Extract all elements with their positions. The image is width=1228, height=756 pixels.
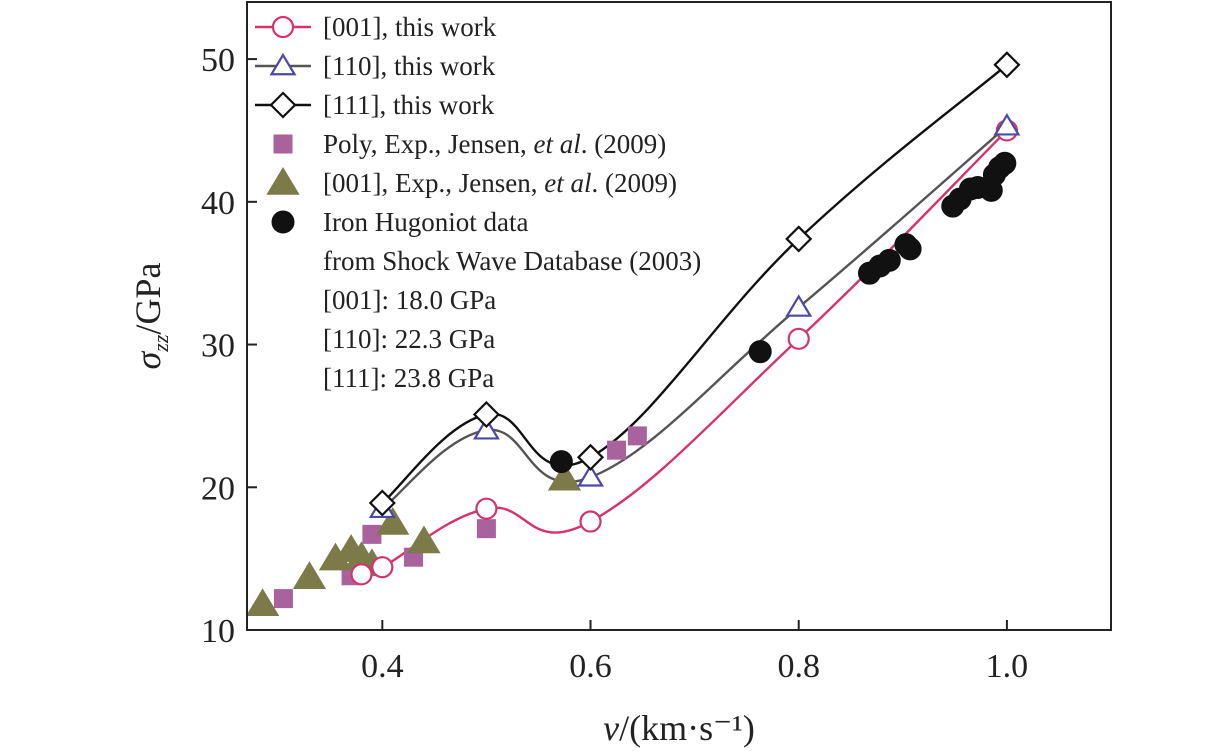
legend-marker-2 [269,91,297,119]
series-3-point-0 [273,589,293,609]
y-axis-title: σzz/GPa [128,263,173,370]
series-line-2 [381,63,1008,504]
series-4-point-1 [292,561,327,589]
data-markers [245,51,1021,617]
series-2-point-3 [785,225,813,253]
legend-label-5: from Shock Wave Database (2003) [323,246,701,276]
legend-label-5: Iron Hugoniot data [323,207,528,237]
series-5-point-6 [898,237,922,261]
annotation-2: [111]: 23.8 GPa [323,363,494,393]
series-3-point-4 [476,519,496,539]
series-1-point-3 [785,294,813,317]
x-axis-title: v/(km·s⁻¹) [603,708,755,748]
series-4-point-6 [376,506,410,535]
series-0-point-2 [475,497,498,520]
y-tick-label: 10 [201,613,235,650]
series-2-point-2 [576,443,605,471]
series-0-point-0 [350,563,373,586]
legend-label-4: [001], Exp., Jensen, et al. (2009) [323,168,677,198]
series-3-point-5 [607,440,627,460]
series-4-point-7 [407,525,441,554]
legend-marker-3 [273,134,293,154]
legend-marker-1 [269,52,297,76]
series-line-1 [381,125,1008,510]
series-1-point-4 [993,113,1021,136]
series-0-point-3 [579,510,602,533]
x-tick-label: 1.0 [986,648,1029,685]
series-0-point-1 [371,556,394,579]
y-tick-label: 50 [201,42,235,79]
legend: [001], this work [110], this work [111], t… [255,12,701,393]
legend-marker-5 [271,210,295,234]
series-3-point-6 [627,426,647,446]
y-tick-label: 20 [201,470,235,507]
x-tick-label: 0.4 [361,648,404,685]
legend-label-1: [110], this work [323,51,496,81]
legend-label-3: Poly, Exp., Jensen, et al. (2009) [323,129,666,159]
y-tick-label: 40 [201,185,235,222]
x-tick-label: 0.8 [777,648,820,685]
series-4-point-0 [245,588,280,617]
series-5-point-1 [748,340,772,364]
legend-label-0: [001], this work [323,12,497,42]
legend-label-2: [111], this work [323,90,495,120]
series-5-point-0 [549,450,573,474]
legend-marker-4 [266,167,300,195]
y-tick-label: 30 [201,328,235,365]
series-0-point-4 [787,327,810,350]
series-5-point-14 [993,151,1017,175]
x-tick-label: 0.6 [569,648,612,685]
series-5-point-4 [877,248,901,272]
plot-frame [246,1,1112,631]
series-2-point-1 [472,400,500,429]
series-2-point-0 [368,489,396,517]
series-4-point-8 [547,462,582,491]
legend-marker-0 [271,15,295,39]
annotation-1: [110]: 22.3 GPa [323,324,495,354]
series-2-point-4 [993,51,1021,79]
axes: 0.4 0.6 0.8 1.0 10 20 30 40 50 v/(km·s⁻¹) σzz/GPa [128,1,1112,748]
annotation-0: [001]: 18.0 GPa [323,285,496,315]
series-1-point-2 [577,464,605,487]
series-1-point-1 [472,417,500,440]
